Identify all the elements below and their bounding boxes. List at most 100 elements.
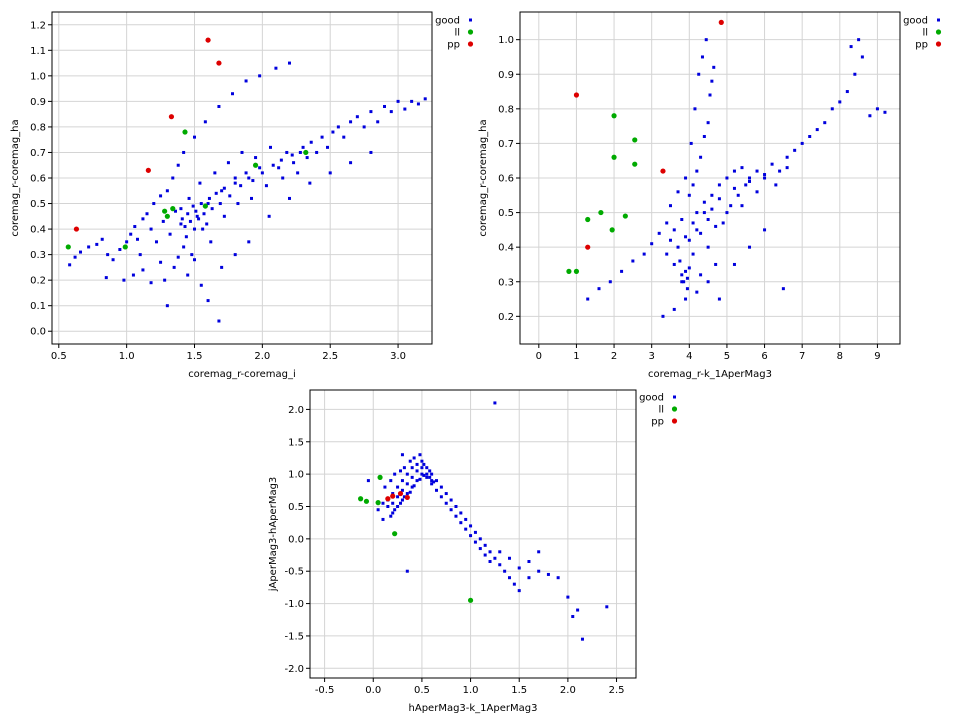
data-point <box>184 235 188 239</box>
y-tick-label: 0.9 <box>30 97 46 108</box>
data-point <box>483 543 487 547</box>
data-point <box>233 253 237 257</box>
data-point <box>383 104 386 108</box>
data-point <box>218 202 222 206</box>
y-tick-label: 0.3 <box>498 277 514 288</box>
data-point <box>744 183 748 187</box>
data-point <box>375 500 381 506</box>
data-point <box>464 527 468 531</box>
data-point <box>423 97 427 101</box>
y-tick-label: -2.0 <box>284 664 304 675</box>
data-point <box>100 237 104 241</box>
data-point <box>740 166 744 170</box>
data-point <box>493 556 497 560</box>
y-tick-label: 2.0 <box>288 405 304 416</box>
data-point <box>179 222 183 226</box>
data-point <box>68 263 72 267</box>
data-point <box>430 479 434 483</box>
data-point <box>729 204 733 208</box>
x-axis-label: hAperMag3-k_1AperMag3 <box>409 703 538 714</box>
data-point <box>412 456 416 460</box>
data-point <box>399 501 403 505</box>
data-point <box>385 496 391 502</box>
data-point <box>252 162 259 168</box>
data-point <box>585 244 591 250</box>
legend-marker <box>467 29 474 35</box>
panel-3: -0.5 0.0 0.5 1.0 1.5 2.0 2.5 -2.0 -1.5 -1.0 -0.5 0.… <box>268 389 678 714</box>
data-point <box>695 169 699 173</box>
data-point <box>182 245 186 249</box>
data-point <box>444 501 448 505</box>
data-point <box>849 45 853 49</box>
data-point <box>672 307 676 311</box>
data-point <box>176 163 180 167</box>
data-point <box>721 221 725 225</box>
data-point <box>660 168 666 174</box>
legend-label-pp: pp <box>651 417 664 428</box>
data-point <box>400 498 404 502</box>
y-tick-label: 0.8 <box>30 122 46 133</box>
data-point <box>79 250 82 254</box>
data-point <box>415 469 419 473</box>
data-point <box>198 181 202 185</box>
data-point <box>684 297 688 301</box>
data-point <box>717 183 721 187</box>
data-point <box>714 262 718 266</box>
series-pp <box>573 19 724 250</box>
data-point <box>605 605 609 609</box>
legend-label-good: good <box>903 16 928 27</box>
data-point <box>676 245 680 249</box>
data-point <box>281 176 285 180</box>
data-point <box>389 479 393 483</box>
data-point <box>793 148 797 152</box>
data-point <box>222 186 226 190</box>
data-point <box>391 511 395 515</box>
data-point <box>785 155 789 159</box>
data-point <box>702 135 706 138</box>
data-point <box>493 401 497 405</box>
data-point <box>556 576 560 580</box>
data-point <box>210 207 214 211</box>
data-point <box>396 485 400 489</box>
data-point <box>131 273 135 277</box>
data-point <box>65 244 71 250</box>
data-point <box>247 240 251 244</box>
legend-marker <box>469 18 472 22</box>
data-point <box>781 287 785 291</box>
data-point <box>209 240 213 244</box>
data-point <box>473 530 477 534</box>
data-point <box>279 158 283 162</box>
data-point <box>665 221 669 225</box>
data-point <box>195 214 199 218</box>
data-point <box>389 514 393 518</box>
data-point <box>95 242 99 246</box>
data-point <box>710 207 714 211</box>
y-tick-label: 1.0 <box>288 470 304 481</box>
data-point <box>712 65 716 69</box>
data-point <box>736 193 740 197</box>
data-point <box>269 145 272 149</box>
data-point <box>73 226 80 232</box>
data-point <box>389 110 393 114</box>
data-point <box>168 232 172 236</box>
legend-label-good: good <box>639 393 664 404</box>
data-point <box>706 245 710 249</box>
data-point <box>740 204 744 208</box>
data-point <box>163 278 167 282</box>
data-point <box>193 258 196 262</box>
data-point <box>405 569 409 573</box>
panel-1: 0.5 1.0 1.5 2.0 2.5 3.0 0.0 0.1 0.2 0.3 0.4 0.5 0.6 0… <box>10 11 474 380</box>
series-ll <box>566 113 638 274</box>
data-point <box>309 140 313 144</box>
y-tick-label: -0.5 <box>284 567 304 578</box>
data-point <box>815 128 819 132</box>
data-point <box>415 462 419 466</box>
data-point <box>402 495 406 499</box>
legend-marker <box>937 18 940 22</box>
data-point <box>254 156 258 160</box>
data-point <box>857 38 861 42</box>
data-point <box>386 504 390 508</box>
data-point <box>187 196 191 200</box>
data-point <box>718 19 724 25</box>
